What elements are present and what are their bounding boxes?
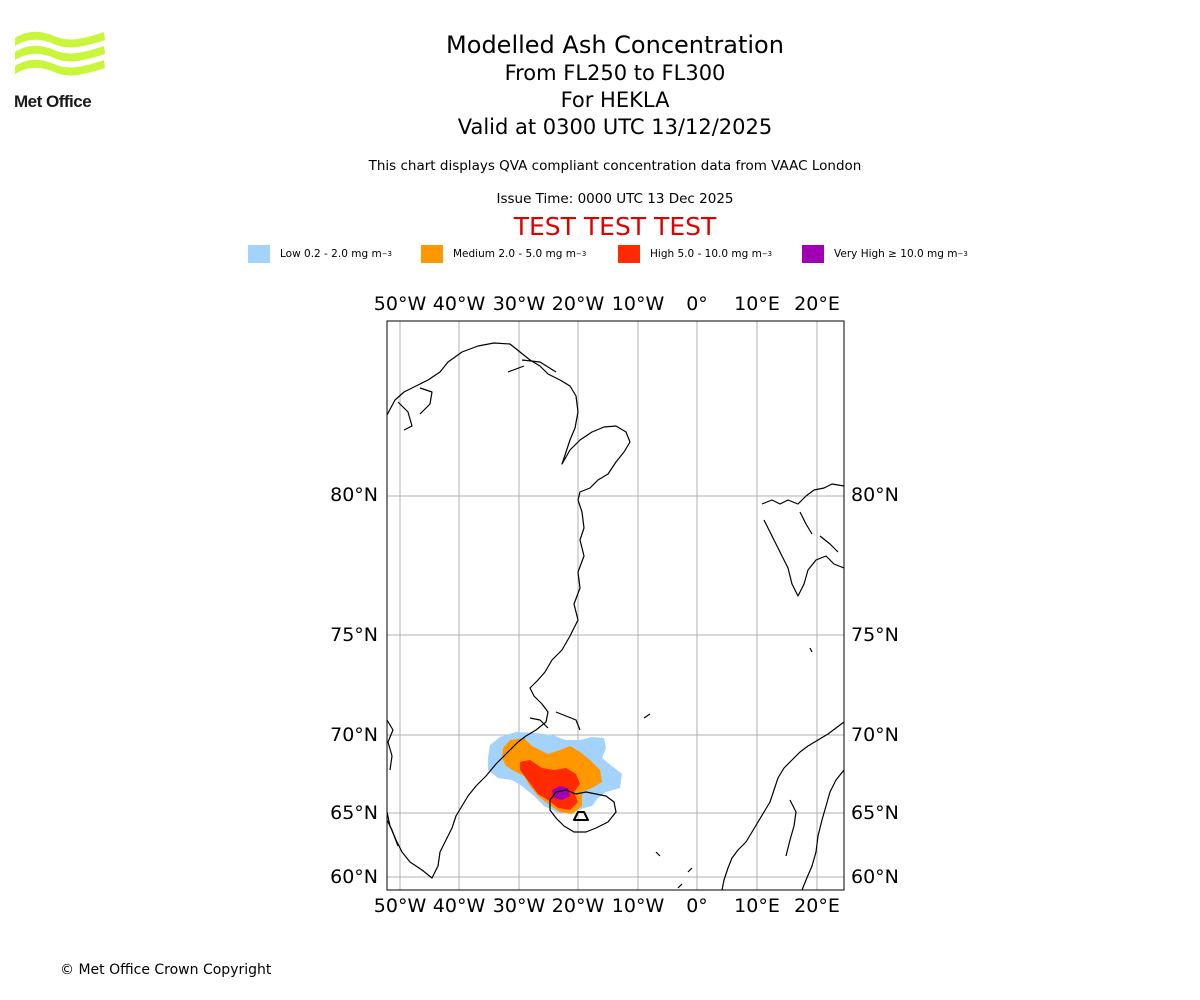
lat-tick-label: 80°N	[851, 484, 899, 506]
lon-tick-label: 0°	[686, 293, 708, 315]
lon-tick-label: 10°E	[734, 293, 780, 315]
lon-tick-label: 40°W	[433, 895, 486, 917]
issue-time: Issue Time: 0000 UTC 13 Dec 2025	[496, 191, 734, 207]
volcano-name: For HEKLA	[560, 88, 670, 112]
valid-time: Valid at 0300 UTC 13/12/2025	[457, 115, 773, 139]
legend-item-high: High 5.0 - 10.0 mg m −3	[618, 244, 772, 264]
lon-tick-label: 50°W	[374, 293, 427, 315]
hekla-marker	[573, 811, 589, 821]
lat-tick-labels-left: 80°N 75°N 70°N 65°N 60°N	[330, 484, 378, 888]
small-islands	[643, 647, 813, 889]
qva-compliance-note: This chart displays QVA compliant concen…	[368, 158, 862, 174]
lon-tick-label: 20°W	[552, 293, 605, 315]
copyright-notice: © Met Office Crown Copyright	[60, 962, 272, 978]
test-banner: TEST TEST TEST	[513, 212, 717, 241]
lon-tick-label: 20°E	[794, 895, 840, 917]
lon-tick-label: 20°E	[794, 293, 840, 315]
lon-tick-label: 10°W	[612, 895, 665, 917]
lon-tick-labels-top: 50°W 40°W 30°W 20°W 10°W 0° 10°E 20°E	[374, 293, 840, 315]
lat-tick-label: 60°N	[330, 866, 378, 888]
iceland-coast	[549, 789, 617, 833]
legend-item-low: Low 0.2 - 2.0 mg m −3	[248, 244, 392, 264]
legend-item-very-high: Very High ≥ 10.0 mg m −3	[802, 244, 968, 264]
flight-level-range: From FL250 to FL300	[504, 61, 726, 85]
legend-label-low: Low 0.2 - 2.0 mg m	[280, 248, 382, 260]
lon-tick-label: 10°W	[612, 293, 665, 315]
map-frame	[386, 320, 845, 891]
lat-tick-label: 75°N	[330, 624, 378, 646]
lon-tick-label: 10°E	[734, 895, 780, 917]
legend-item-medium: Medium 2.0 - 5.0 mg m −3	[421, 244, 586, 264]
west-coast-canada	[387, 719, 399, 847]
legend-swatch-low	[248, 245, 270, 263]
lat-tick-label: 75°N	[851, 624, 899, 646]
lon-tick-label: 30°W	[493, 895, 546, 917]
lat-tick-label: 65°N	[330, 802, 378, 824]
legend-swatch-high	[618, 245, 640, 263]
legend-label-high: High 5.0 - 10.0 mg m	[650, 248, 762, 260]
lon-tick-label: 20°W	[552, 895, 605, 917]
chart-title-block: Modelled Ash Concentration From FL250 to…	[315, 30, 915, 141]
lat-tick-labels-right: 80°N 75°N 70°N 65°N 60°N	[851, 484, 899, 888]
greenland-east-fjords	[397, 359, 581, 731]
legend-swatch-medium	[421, 245, 443, 263]
scandinavia-coast	[721, 721, 844, 890]
ash-plume	[488, 732, 622, 814]
lat-tick-label: 65°N	[851, 802, 899, 824]
lon-tick-label: 50°W	[374, 895, 427, 917]
met-office-wordmark: Met Office	[14, 92, 92, 111]
coastlines	[387, 342, 844, 890]
chart-title: Modelled Ash Concentration	[446, 31, 784, 59]
met-office-logo-icon	[15, 31, 105, 76]
lat-tick-label: 70°N	[330, 724, 378, 746]
lat-tick-label: 80°N	[330, 484, 378, 506]
legend-label-very-high: Very High ≥ 10.0 mg m	[834, 248, 958, 260]
lon-tick-label: 30°W	[493, 293, 546, 315]
lat-tick-label: 70°N	[851, 724, 899, 746]
lon-tick-label: 0°	[686, 895, 708, 917]
graticule	[387, 321, 844, 890]
greenland-coast	[387, 342, 631, 879]
legend-label-medium: Medium 2.0 - 5.0 mg m	[453, 248, 576, 260]
lat-tick-label: 60°N	[851, 866, 899, 888]
map-background	[387, 321, 844, 890]
svalbard-coast	[761, 483, 844, 597]
lon-tick-labels-bottom: 50°W 40°W 30°W 20°W 10°W 0° 10°E 20°E	[374, 895, 840, 917]
legend-swatch-very-high	[802, 245, 824, 263]
lon-tick-label: 40°W	[433, 293, 486, 315]
